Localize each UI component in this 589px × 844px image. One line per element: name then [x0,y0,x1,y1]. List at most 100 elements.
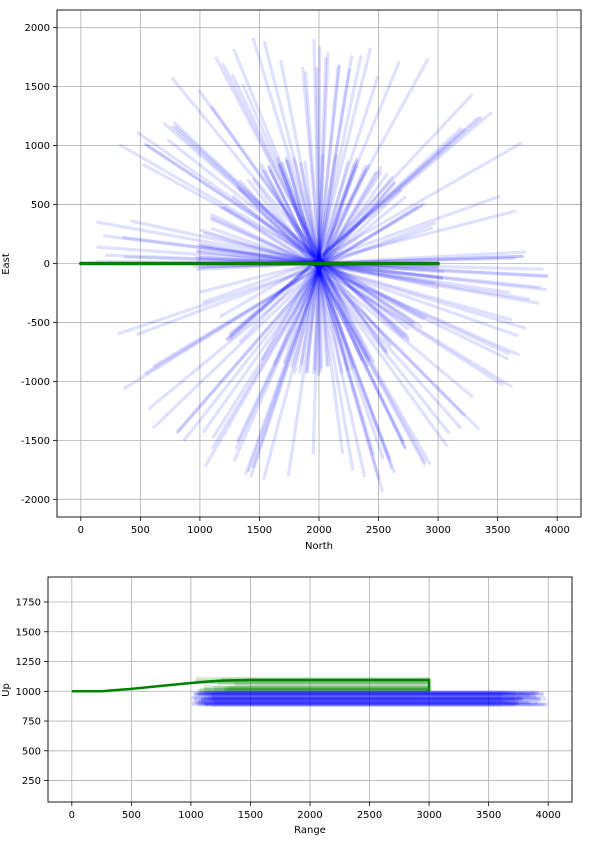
spread-ray [267,165,407,450]
plot-bottom: 0 500 1000 1500 2000 2500 3000 3500 4000 250 500 75… [1,576,573,836]
spread-ray [279,59,344,374]
spread-ray [292,156,367,478]
spread-ray [259,163,426,466]
spread-ray [303,160,344,454]
spread-ray [200,245,511,294]
y-tick-label: 500 [22,746,41,757]
top-ylabel: East [1,253,12,275]
y-tick-label: 1750 [16,598,41,609]
spread-ray [305,64,340,373]
spread-ray [301,66,330,367]
spread-ray [312,52,330,375]
spread-ray [284,158,375,456]
spread-ray [311,154,325,455]
y-tick-label: 750 [22,717,41,728]
spread-ray [194,255,549,278]
x-tick-label: 3500 [476,810,501,821]
spread-ray [284,156,381,480]
spread-ray [299,68,351,366]
x-tick-label: 1500 [238,810,263,821]
spread-ray [202,195,501,304]
spread-ray [278,164,396,474]
spread-ray [219,205,513,388]
spread-ray [209,212,509,361]
spread-ray [313,57,328,371]
spread-ray [304,71,329,368]
spread-ray [210,227,519,337]
spread-ray [298,55,354,374]
spread-ray [199,228,527,330]
y-tick-label: -500 [27,318,50,329]
spread-ray [130,219,439,290]
y-tick-label: 0 [44,259,50,270]
spread-ray [286,154,338,477]
spread-ray [173,121,405,339]
x-tick-label: 2000 [306,525,331,536]
spread-ray [312,38,324,370]
y-tick-label: 500 [31,200,50,211]
spread-ray [226,128,466,342]
y-tick-label: 2000 [25,23,50,34]
spread-ray [202,172,389,434]
spread-ray [210,105,389,354]
x-tick-label: 2500 [357,810,382,821]
x-tick-label: 500 [122,810,141,821]
spread-ray [197,243,531,301]
spread-ray [268,169,405,444]
spread-ray [196,250,527,272]
spread-ray [247,160,359,472]
bottom-series [71,678,431,693]
spread-ray [198,255,549,279]
spread-ray [211,171,383,439]
spread-ray [199,209,517,294]
spread-ray [170,125,410,340]
spread-ray [317,45,322,377]
bottom-spread [191,677,549,707]
spread-ray [95,220,437,285]
spread-ray [118,143,425,321]
spread-ray [197,89,388,353]
spread-ray [238,179,462,430]
spread-ray [282,76,380,364]
x-tick-label: 3000 [416,810,441,821]
spread-ray [236,185,466,417]
spread-ray [122,235,444,280]
spread-ray [276,156,393,470]
spread-ray [299,161,355,472]
y-tick-label: 250 [22,776,41,787]
spread-ray [273,61,401,366]
y-tick-label: 1500 [25,82,50,93]
top-ticks: 0 500 1000 1500 2000 2500 3000 3500 4000 -2000 -15… [21,23,570,536]
spread-ray [228,111,493,335]
spread-ray [174,125,410,342]
spread-ray [244,164,359,475]
spread-ray [304,64,342,374]
spread-ray [176,181,396,433]
spread-ray [262,40,350,371]
spread-ray [225,116,480,341]
spread-ray [258,166,431,465]
spread-ray [176,181,396,434]
x-tick-label: 2500 [366,525,391,536]
spread-ray [231,195,474,398]
spread-ray [204,170,378,467]
spread-ray [170,76,393,347]
spread-ray [277,162,392,461]
spread-ray [145,143,423,329]
spread-ray [246,178,451,434]
spread-ray [210,166,383,450]
y-tick-label: -1500 [21,436,50,447]
x-tick-label: 0 [78,525,84,536]
spread-ray [117,226,434,336]
x-tick-label: 3500 [485,525,510,536]
spread-ray [293,55,363,374]
spread-ray [96,245,445,274]
y-tick-label: -2000 [21,495,50,506]
x-tick-label: 0 [69,810,75,821]
spread-ray [104,253,438,270]
bottom-ylabel: Up [1,683,12,697]
spread-ray [196,250,541,289]
spread-ray [234,168,368,450]
bottom-xlabel: Range [294,825,326,836]
